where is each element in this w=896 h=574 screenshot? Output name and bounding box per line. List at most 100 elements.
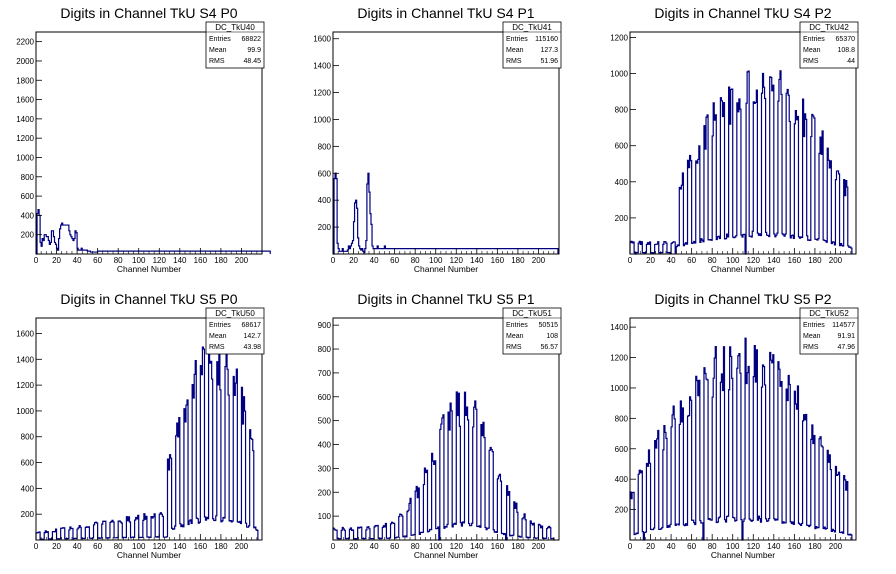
x-tick-label: 60 <box>390 542 399 551</box>
y-tick-label: 300 <box>318 464 332 473</box>
x-tick-label: 80 <box>114 256 123 265</box>
x-tick-label: 120 <box>450 256 464 265</box>
histogram-panel: Digits in Channel TkU S5 P0 0 20 40 60 80 100 1… <box>16 291 265 560</box>
x-tick-label: 80 <box>708 542 717 551</box>
chart-title: Digits in Channel TkU S5 P1 <box>357 291 534 307</box>
x-tick-label: 120 <box>747 542 761 551</box>
stats-label: RMS <box>803 58 819 65</box>
y-tick-label: 600 <box>615 445 629 454</box>
histogram-series <box>35 340 259 540</box>
stats-label: RMS <box>506 58 522 65</box>
stats-label: Mean <box>803 47 821 54</box>
stats-label: RMS <box>209 344 225 351</box>
chart-title: Digits in Channel TkU S5 P2 <box>654 291 831 307</box>
y-tick-label: 1200 <box>610 33 628 42</box>
y-tick-label: 1200 <box>313 89 331 98</box>
x-tick-label: 200 <box>235 542 249 551</box>
stats-label: Entries <box>209 36 231 43</box>
x-tick-label: 80 <box>114 542 123 551</box>
histogram-series <box>629 70 853 255</box>
histogram-panel: Digits in Channel TkU S5 P2 0 20 40 60 80 100 1… <box>610 291 859 560</box>
stats-value: 114577 <box>832 322 855 329</box>
y-tick-label: 400 <box>318 196 332 205</box>
x-tick-label: 20 <box>349 256 358 265</box>
stats-label: Entries <box>209 322 231 329</box>
histogram-series <box>333 172 559 255</box>
y-tick-label: 200 <box>615 214 629 223</box>
y-tick-label: 700 <box>318 369 332 378</box>
stats-value: 65370 <box>836 36 856 43</box>
x-tick-label: 120 <box>153 256 167 265</box>
y-tick-label: 600 <box>318 169 332 178</box>
x-tick-label: 160 <box>788 256 802 265</box>
x-tick-label: 160 <box>194 542 208 551</box>
x-tick-label: 60 <box>93 256 102 265</box>
stats-value: 108.8 <box>837 47 855 54</box>
x-axis-label: Channel Number <box>711 264 775 274</box>
x-tick-label: 140 <box>767 256 781 265</box>
x-tick-label: 120 <box>450 542 464 551</box>
x-tick-label: 80 <box>708 256 717 265</box>
x-axis-label: Channel Number <box>414 550 478 560</box>
stats-label: Mean <box>209 333 227 340</box>
stats-label: RMS <box>506 344 522 351</box>
stats-box <box>799 21 859 69</box>
y-tick-label: 1000 <box>16 407 34 416</box>
y-tick-label: 1600 <box>16 96 34 105</box>
y-tick-label: 1800 <box>16 76 34 85</box>
stats-box <box>205 21 265 69</box>
stats-label: Entries <box>803 322 825 329</box>
x-tick-label: 60 <box>687 542 696 551</box>
x-tick-label: 0 <box>628 542 633 551</box>
y-tick-label: 400 <box>21 211 35 220</box>
y-tick-label: 1200 <box>16 381 34 390</box>
y-tick-label: 200 <box>318 488 332 497</box>
x-tick-label: 0 <box>331 256 336 265</box>
y-tick-label: 600 <box>318 393 332 402</box>
stats-title: DC_TkU42 <box>809 23 849 32</box>
chart-title: Digits in Channel TkU S4 P0 <box>60 5 237 21</box>
y-tick-label: 800 <box>615 414 629 423</box>
y-tick-label: 600 <box>615 142 629 151</box>
x-axis-label: Channel Number <box>711 550 775 560</box>
stats-value: 108 <box>546 333 558 340</box>
stats-value: 68822 <box>242 36 262 43</box>
stats-title: DC_TkU51 <box>512 309 552 318</box>
x-tick-label: 120 <box>153 542 167 551</box>
y-tick-label: 200 <box>318 223 332 232</box>
x-tick-label: 100 <box>726 542 740 551</box>
x-tick-label: 180 <box>511 256 525 265</box>
y-tick-label: 1400 <box>610 323 628 332</box>
x-tick-label: 40 <box>370 256 379 265</box>
x-tick-label: 20 <box>646 542 655 551</box>
x-tick-label: 200 <box>532 256 546 265</box>
y-tick-label: 400 <box>318 441 332 450</box>
stats-value: 47.96 <box>837 344 855 351</box>
x-tick-label: 0 <box>34 256 39 265</box>
x-tick-label: 180 <box>214 542 228 551</box>
x-tick-label: 80 <box>411 256 420 265</box>
x-axis-label: Channel Number <box>414 264 478 274</box>
x-tick-label: 160 <box>491 542 505 551</box>
stats-title: DC_TkU41 <box>512 23 552 32</box>
chart-title: Digits in Channel TkU S4 P2 <box>654 5 831 21</box>
stats-box <box>799 307 859 355</box>
x-tick-label: 60 <box>687 256 696 265</box>
x-tick-label: 40 <box>73 256 82 265</box>
y-tick-label: 1400 <box>16 355 34 364</box>
y-tick-label: 1000 <box>610 384 628 393</box>
x-tick-label: 140 <box>470 256 484 265</box>
y-tick-label: 200 <box>21 231 35 240</box>
y-tick-label: 2200 <box>16 38 34 47</box>
y-tick-label: 1000 <box>16 153 34 162</box>
y-tick-label: 400 <box>615 475 629 484</box>
x-tick-label: 180 <box>511 542 525 551</box>
y-tick-label: 1200 <box>610 354 628 363</box>
x-tick-label: 140 <box>173 542 187 551</box>
x-tick-label: 140 <box>767 542 781 551</box>
x-tick-label: 180 <box>214 256 228 265</box>
stats-value: 68617 <box>242 322 262 329</box>
y-tick-label: 2000 <box>16 57 34 66</box>
x-tick-label: 100 <box>132 542 146 551</box>
